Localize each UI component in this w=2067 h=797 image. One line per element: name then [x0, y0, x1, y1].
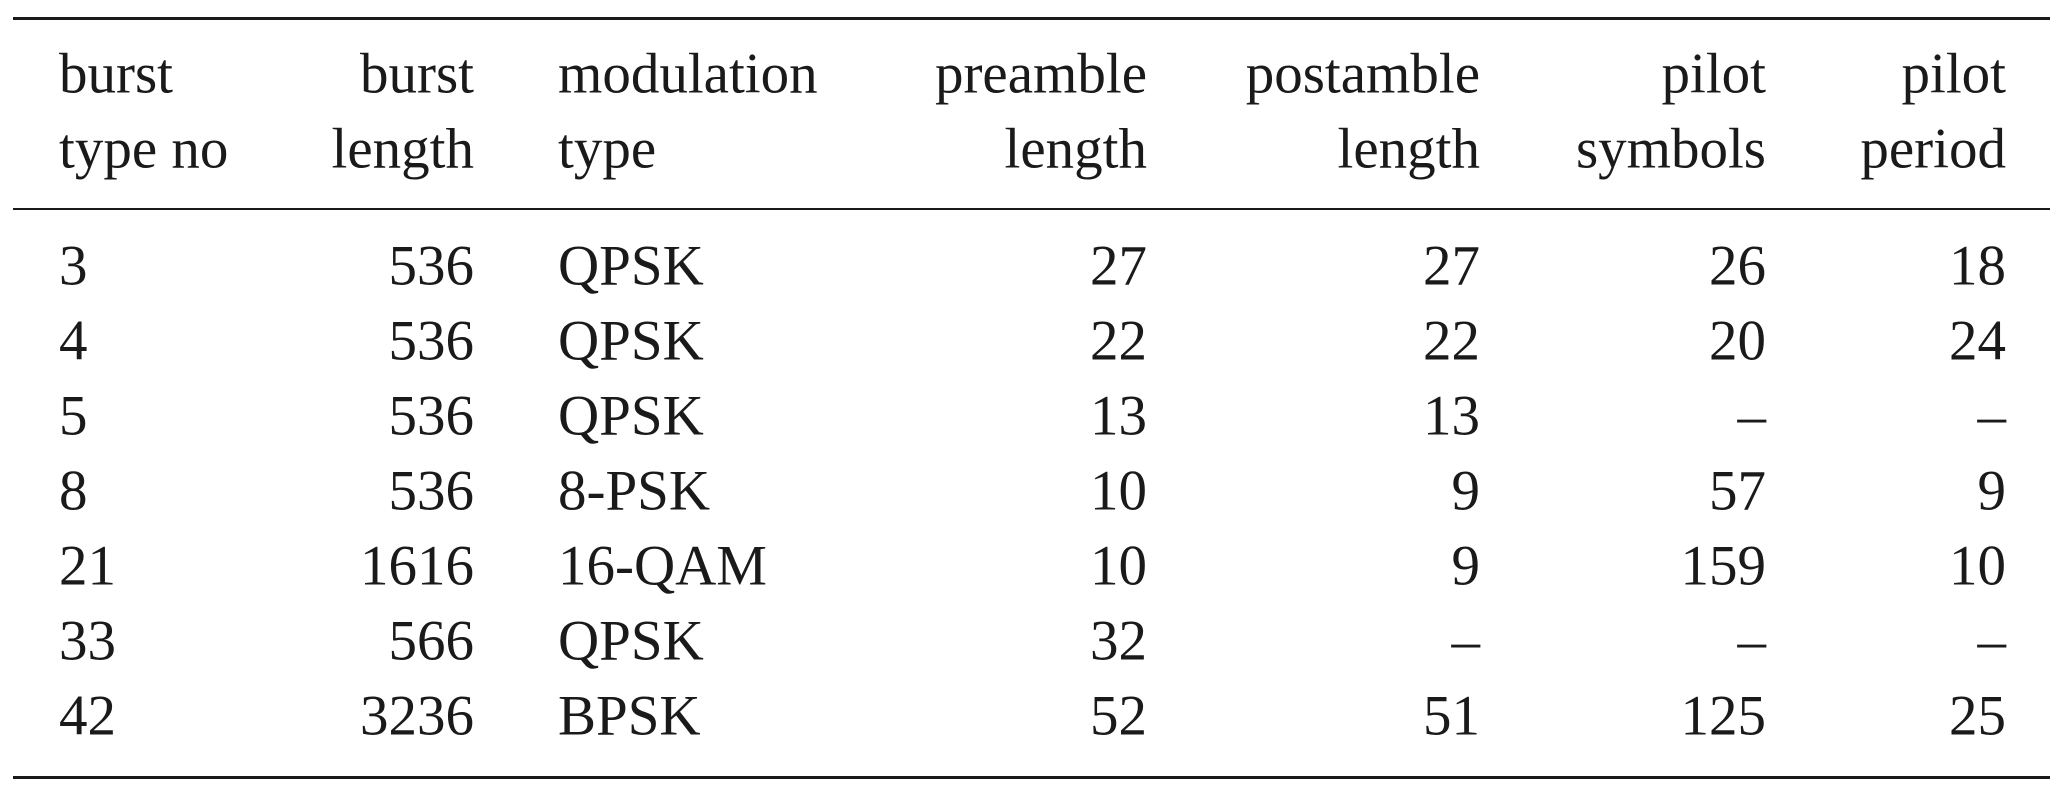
table-cell: 18	[1949, 234, 2006, 298]
table-cell: QPSK	[558, 384, 704, 448]
table-cell: –	[1737, 609, 1767, 673]
table-cell: 32	[1090, 609, 1147, 673]
bottom-rule	[13, 776, 2050, 779]
table-cell: 26	[1709, 234, 1766, 298]
table-cell: 20	[1709, 309, 1766, 373]
table-cell: 536	[388, 459, 475, 523]
header-cell: modulation	[558, 42, 818, 106]
table-cell: 27	[1423, 234, 1480, 298]
table-cell: 125	[1680, 684, 1767, 748]
table-cell: 33	[59, 609, 116, 673]
header-cell: length	[1004, 117, 1147, 181]
table-cell: 8	[59, 459, 88, 523]
table-cell: 536	[388, 234, 475, 298]
table-cell: 22	[1423, 309, 1480, 373]
table-cell: 566	[388, 609, 475, 673]
table-cell: 9	[1977, 459, 2007, 523]
header-cell: length	[331, 117, 474, 181]
top-rule	[13, 17, 2050, 20]
header-cell: type no	[59, 117, 229, 181]
header-rule	[13, 208, 2050, 210]
table-cell: –	[1737, 384, 1767, 448]
table-cell: 9	[1451, 459, 1481, 523]
header-cell: period	[1860, 117, 2006, 181]
table-cell: 1616	[360, 534, 474, 598]
table-cell: 27	[1090, 234, 1147, 298]
header-cell: preamble	[934, 42, 1147, 106]
table-cell: 3	[59, 234, 88, 298]
header-cell: burst	[360, 42, 474, 106]
table-cell: QPSK	[558, 234, 704, 298]
table-cell: 536	[388, 309, 475, 373]
table-cell: –	[1451, 609, 1481, 673]
table-cell: 10	[1090, 534, 1147, 598]
table-cell: 21	[59, 534, 116, 598]
table-cell: 9	[1451, 534, 1481, 598]
header-cell: burst	[59, 42, 173, 106]
table-cell: 10	[1949, 534, 2006, 598]
table-cell: 22	[1090, 309, 1147, 373]
table-cell: 13	[1090, 384, 1147, 448]
table-cell: 52	[1090, 684, 1147, 748]
table-cell: 10	[1090, 459, 1147, 523]
table-cell: 3236	[360, 684, 474, 748]
table-cell: 51	[1423, 684, 1480, 748]
header-cell: type	[558, 117, 657, 181]
header-cell: pilot	[1661, 42, 1766, 106]
header-cell: pilot	[1901, 42, 2006, 106]
table-cell: QPSK	[558, 609, 704, 673]
table-cell: 8-PSK	[558, 459, 711, 523]
table-cell: 536	[388, 384, 475, 448]
header-cell: length	[1337, 117, 1480, 181]
table-cell: 24	[1949, 309, 2006, 373]
table-cell: 42	[59, 684, 116, 748]
table-cell: BPSK	[558, 684, 701, 748]
table-cell: 4	[59, 309, 88, 373]
header-cell: postamble	[1245, 42, 1480, 106]
table-cell: 25	[1949, 684, 2006, 748]
table-cell: 5	[59, 384, 88, 448]
table-cell: –	[1977, 384, 2007, 448]
header-cell: symbols	[1575, 117, 1766, 181]
table-cell: –	[1977, 609, 2007, 673]
table-cell: QPSK	[558, 309, 704, 373]
table-cell: 13	[1423, 384, 1480, 448]
table-cell: 16-QAM	[558, 534, 767, 598]
table-cell: 57	[1709, 459, 1766, 523]
table-cell: 159	[1680, 534, 1767, 598]
